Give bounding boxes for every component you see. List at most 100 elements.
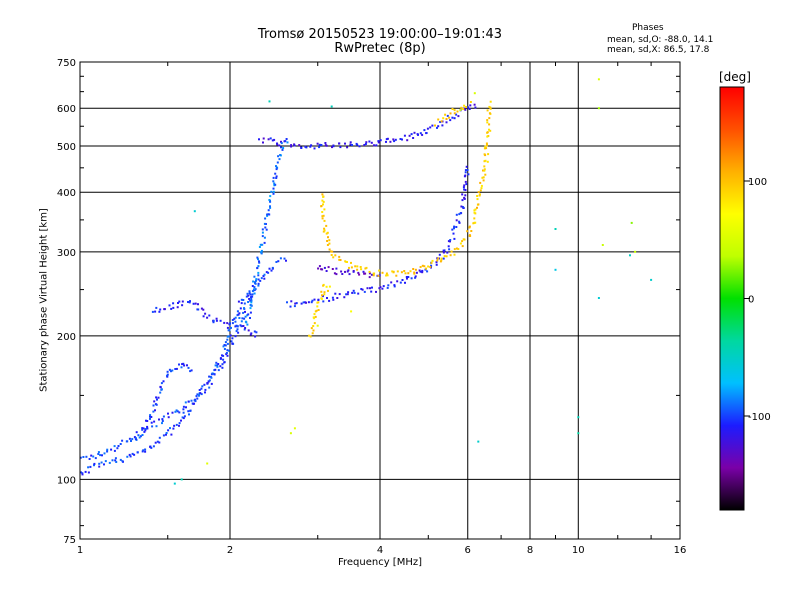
data-point bbox=[155, 425, 158, 428]
data-point bbox=[321, 217, 324, 220]
data-point bbox=[159, 391, 162, 394]
data-point bbox=[180, 419, 182, 422]
data-point bbox=[189, 370, 192, 373]
data-point bbox=[461, 206, 464, 208]
data-point bbox=[458, 221, 461, 224]
data-point bbox=[178, 422, 181, 425]
data-point bbox=[272, 176, 275, 179]
data-point bbox=[310, 301, 313, 304]
data-point bbox=[121, 439, 124, 442]
data-point bbox=[188, 413, 190, 416]
data-point bbox=[247, 329, 250, 332]
data-point bbox=[464, 169, 467, 172]
data-point bbox=[465, 165, 468, 168]
data-point bbox=[103, 463, 105, 466]
data-point bbox=[335, 273, 338, 276]
data-point bbox=[187, 301, 189, 303]
data-point bbox=[129, 455, 132, 458]
data-point bbox=[453, 237, 456, 240]
data-point bbox=[257, 258, 259, 261]
data-point bbox=[365, 141, 368, 144]
data-point bbox=[413, 271, 416, 274]
data-point bbox=[235, 330, 238, 333]
data-point bbox=[175, 409, 178, 412]
data-point bbox=[279, 257, 282, 260]
data-point bbox=[429, 266, 432, 268]
data-point bbox=[459, 212, 462, 215]
data-point bbox=[108, 461, 111, 464]
data-point bbox=[577, 432, 580, 435]
data-point bbox=[449, 119, 452, 122]
data-point bbox=[106, 450, 109, 453]
data-point bbox=[401, 279, 404, 281]
data-point bbox=[214, 368, 217, 371]
data-point bbox=[414, 275, 417, 278]
data-point bbox=[268, 199, 271, 201]
data-point bbox=[264, 217, 267, 220]
data-point bbox=[272, 190, 275, 193]
data-point bbox=[247, 294, 250, 297]
data-point bbox=[103, 452, 106, 455]
data-point bbox=[155, 306, 158, 309]
data-point bbox=[131, 438, 134, 441]
data-point bbox=[238, 317, 241, 319]
data-point bbox=[254, 335, 257, 338]
data-point bbox=[476, 195, 479, 197]
data-point bbox=[98, 465, 101, 468]
data-point bbox=[269, 195, 272, 198]
data-point bbox=[223, 348, 226, 350]
data-point bbox=[312, 329, 315, 332]
data-point bbox=[415, 271, 418, 274]
data-point bbox=[321, 215, 324, 218]
data-point bbox=[325, 285, 328, 288]
data-point bbox=[206, 462, 209, 465]
data-point bbox=[242, 299, 245, 301]
data-point bbox=[257, 274, 260, 277]
data-point bbox=[305, 146, 308, 149]
data-point bbox=[185, 406, 187, 409]
data-point bbox=[170, 307, 173, 310]
data-point bbox=[446, 251, 449, 254]
data-point bbox=[346, 261, 348, 263]
data-point bbox=[386, 274, 389, 277]
data-point bbox=[110, 448, 113, 451]
data-point bbox=[174, 368, 177, 370]
data-point bbox=[435, 261, 438, 264]
data-point bbox=[335, 267, 338, 270]
data-point bbox=[182, 417, 185, 420]
data-point bbox=[249, 293, 252, 296]
data-point bbox=[320, 290, 323, 293]
data-point bbox=[111, 459, 114, 462]
data-point bbox=[240, 302, 243, 305]
data-point bbox=[199, 392, 202, 395]
data-point bbox=[208, 379, 211, 382]
data-point bbox=[158, 418, 160, 421]
data-point bbox=[155, 396, 158, 399]
data-point bbox=[458, 220, 461, 223]
data-point bbox=[119, 458, 122, 461]
data-point bbox=[456, 110, 459, 113]
data-point bbox=[226, 338, 229, 341]
data-point bbox=[187, 366, 190, 369]
data-point bbox=[463, 188, 466, 191]
data-point bbox=[239, 307, 242, 310]
data-point bbox=[155, 403, 158, 406]
data-point bbox=[114, 459, 117, 462]
data-point bbox=[231, 322, 234, 325]
data-point bbox=[265, 228, 268, 231]
data-point bbox=[92, 455, 95, 458]
data-point bbox=[457, 115, 460, 118]
data-point bbox=[326, 297, 328, 299]
x-tick-label: 8 bbox=[527, 545, 533, 556]
data-point bbox=[184, 401, 187, 404]
data-point bbox=[262, 275, 265, 277]
data-point bbox=[461, 240, 464, 243]
data-point bbox=[249, 333, 252, 336]
data-point bbox=[263, 241, 266, 244]
data-point bbox=[252, 280, 255, 283]
data-point bbox=[322, 195, 325, 198]
data-point bbox=[453, 109, 456, 112]
data-point bbox=[474, 221, 477, 224]
data-point bbox=[379, 139, 382, 142]
data-point bbox=[249, 299, 252, 302]
